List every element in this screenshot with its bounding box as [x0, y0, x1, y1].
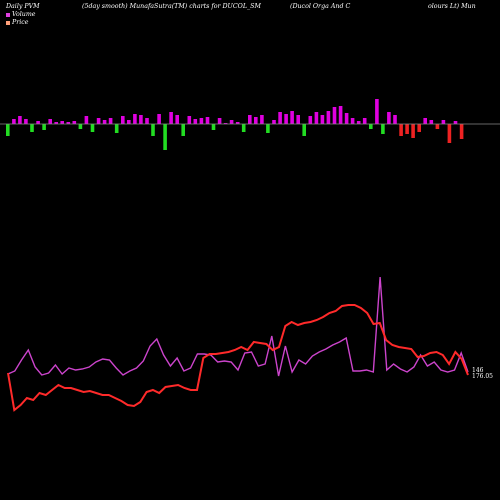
legend-price-swatch [6, 20, 10, 25]
volume-bar [447, 124, 452, 143]
volume-bar [453, 121, 458, 124]
volume-bar [12, 119, 16, 124]
legend-volume-swatch [6, 12, 10, 17]
volume-bar [435, 124, 440, 129]
chart-title-main: (5day smooth) MunafaSutra(TM) charts for… [82, 3, 261, 10]
volume-bar [350, 118, 355, 124]
volume-bar [90, 124, 95, 132]
volume-bar [157, 114, 161, 124]
volume-bar [229, 120, 234, 124]
chart-title-right-cont: olours Lt) Mun [428, 3, 476, 10]
volume-bar [260, 115, 264, 124]
volume-bar [187, 116, 192, 124]
volume-bar [42, 124, 46, 130]
volume-bar [133, 114, 137, 124]
volume-bar [181, 124, 185, 136]
volume-bar [139, 115, 143, 124]
volume-bar [362, 118, 367, 124]
legend-price-label: Price [12, 19, 29, 26]
volume-bar [108, 118, 113, 124]
volume-bar [205, 117, 210, 124]
price-label-top: 146 [472, 367, 484, 374]
volume-bar [290, 111, 294, 124]
volume-bar [30, 124, 34, 132]
volume-bar [375, 99, 379, 124]
volume-bar [254, 117, 258, 124]
volume-bar [320, 115, 325, 124]
volume-bar [381, 124, 385, 134]
volume-bar [241, 124, 246, 132]
volume-bar [417, 124, 421, 132]
volume-bar [369, 124, 373, 129]
volume-bar [235, 122, 240, 124]
volume-bar [121, 116, 125, 124]
volume-bar [308, 116, 313, 124]
volume-bar [18, 116, 22, 124]
volume-bar [169, 112, 173, 124]
volume-bar [72, 121, 77, 124]
volume-bar [102, 120, 107, 124]
volume-bar [411, 124, 415, 138]
legend-price: Price [6, 19, 29, 26]
volume-bar [6, 124, 10, 136]
price-label-bottom: 176.05 [472, 373, 493, 380]
volume-bar [302, 124, 306, 136]
volume-bar [223, 123, 228, 124]
legend-volume: Volume [6, 11, 36, 18]
volume-bar [127, 120, 131, 124]
volume-bar [266, 124, 270, 133]
volume-bar [429, 120, 434, 124]
volume-bar [405, 124, 409, 134]
volume-bar [211, 124, 216, 130]
volume-bar [296, 115, 300, 124]
volume-bar [459, 124, 464, 139]
volume-bar [338, 106, 343, 124]
volume-bar [248, 115, 252, 124]
volume-bar [96, 118, 101, 124]
volume-bar [48, 119, 52, 124]
volume-bar [145, 118, 149, 124]
volume-bar [60, 121, 64, 124]
volume-bar [272, 120, 276, 124]
volume-bar [387, 112, 391, 124]
volume-bar [114, 124, 119, 133]
price-line [7, 304, 469, 412]
volume-bar [54, 122, 58, 124]
chart-title-left: Daily PVM [6, 3, 40, 10]
volume-bar [66, 122, 71, 124]
volume-bar [393, 115, 397, 124]
volume-bar [284, 114, 288, 124]
volume-bar [217, 118, 222, 124]
volume-bar [24, 119, 28, 124]
volume-bar [193, 119, 198, 124]
legend-volume-label: Volume [12, 11, 36, 18]
volume-bar [356, 121, 361, 124]
volume-bar [78, 124, 83, 129]
pvm-line [7, 276, 469, 377]
volume-bar [314, 112, 319, 124]
volume-bar [441, 120, 446, 124]
volume-bars [6, 99, 464, 150]
volume-bar [326, 111, 331, 124]
volume-bar [344, 113, 349, 124]
volume-bar [175, 115, 179, 124]
volume-bar [278, 112, 282, 124]
volume-bar [399, 124, 403, 136]
volume-bar [163, 124, 167, 150]
volume-bar [332, 107, 337, 124]
chart-title-right: (Ducol Orga And C [290, 3, 351, 10]
volume-bar [84, 116, 89, 124]
volume-bar [36, 121, 40, 124]
volume-bar [423, 118, 427, 124]
volume-bar [199, 118, 204, 124]
volume-bar [151, 124, 155, 136]
